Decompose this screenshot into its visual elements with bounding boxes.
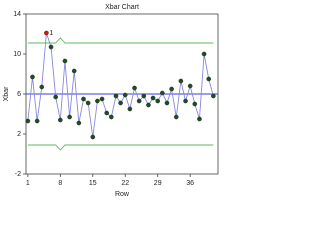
y-axis-label: Xbar: [3, 86, 10, 101]
point: [178, 78, 184, 84]
point: [164, 100, 170, 106]
point: [169, 86, 174, 92]
point: [67, 114, 72, 120]
point: [206, 76, 212, 82]
data-line: [27, 32, 214, 138]
point: [104, 110, 109, 116]
point: [132, 85, 137, 91]
y-tick-label: 6: [17, 91, 21, 98]
x-axis-label: Row: [115, 191, 130, 198]
annotation: 1: [49, 30, 53, 37]
point: [76, 120, 82, 126]
point: [81, 96, 86, 102]
x-tick-label: 36: [186, 180, 194, 187]
point: [113, 93, 119, 99]
point: [25, 118, 31, 124]
limit-line: [27, 144, 214, 151]
point: [71, 68, 77, 74]
point: [201, 51, 207, 57]
point: [187, 83, 193, 89]
point: [192, 101, 198, 107]
point: [127, 106, 133, 112]
chart-title: Xbar Chart: [105, 4, 139, 11]
point: [122, 92, 128, 98]
y-tick-label: -2: [15, 171, 21, 178]
point: [95, 98, 100, 104]
y-tick-label: 2: [17, 131, 21, 138]
point: [48, 44, 54, 50]
point: [136, 98, 142, 104]
point: [39, 84, 45, 90]
point: [30, 74, 35, 80]
point: [141, 93, 147, 99]
y-tick-label: 14: [13, 11, 21, 18]
x-tick-label: 8: [58, 180, 62, 187]
point: [155, 98, 161, 104]
x-tick-label: 29: [154, 180, 162, 187]
limit-line: [27, 37, 214, 44]
point: [90, 134, 96, 140]
point: [34, 118, 40, 124]
point: [211, 93, 216, 99]
point: [58, 117, 63, 123]
point: [118, 100, 123, 106]
point: [62, 58, 68, 64]
x-tick-label: 22: [121, 180, 129, 187]
point: [173, 114, 179, 120]
point: [160, 90, 165, 96]
point: [53, 94, 58, 100]
point: [99, 96, 105, 102]
x-tick-label: 1: [26, 180, 30, 187]
point: [85, 100, 91, 106]
point: [150, 95, 156, 101]
y-tick-label: 10: [13, 51, 21, 58]
point: [146, 102, 151, 108]
point: [183, 98, 188, 104]
point: [109, 114, 114, 120]
point: [197, 116, 202, 122]
x-tick-label: 15: [89, 180, 97, 187]
point: [44, 30, 49, 36]
